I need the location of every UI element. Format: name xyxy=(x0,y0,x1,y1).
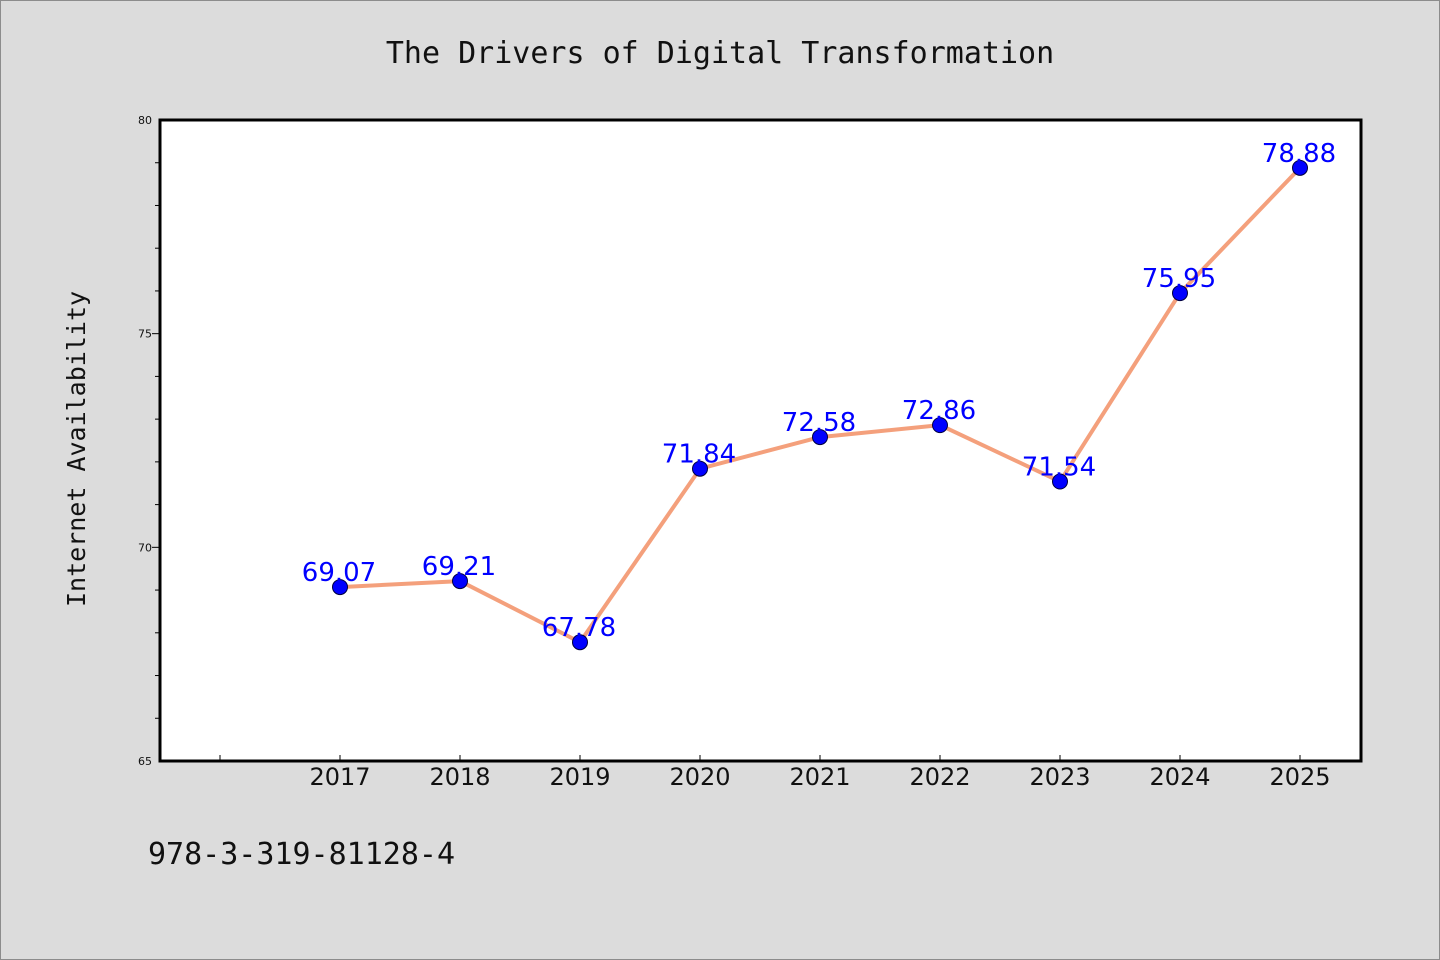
plot-border xyxy=(158,118,1363,763)
data-label: 71.54 xyxy=(1022,453,1096,483)
data-point xyxy=(452,573,468,590)
data-point xyxy=(1172,285,1188,302)
x-tick-label: 2020 xyxy=(669,763,730,791)
x-tick-label: 2017 xyxy=(309,763,370,791)
data-point xyxy=(692,460,708,477)
data-label: 69.21 xyxy=(422,552,496,582)
chart-title: The Drivers of Digital Transformation xyxy=(386,36,1054,71)
x-tick-label: 2022 xyxy=(909,763,970,791)
data-labels: 69.07 69.21 67.78 71.84 72.58 72.86 71.54 75.95… xyxy=(302,139,1336,643)
y-tick-label: 75 xyxy=(138,328,152,341)
x-tick-label: 2023 xyxy=(1029,763,1090,791)
plot-area xyxy=(160,120,1361,761)
data-point xyxy=(1292,159,1308,176)
data-label: 78.88 xyxy=(1262,139,1336,169)
data-label: 67.78 xyxy=(542,613,616,643)
y-axis-label: Internet Availability xyxy=(62,291,91,607)
data-point xyxy=(572,634,588,651)
x-tick-label: 2021 xyxy=(789,763,850,791)
y-tick-label: 65 xyxy=(138,755,152,768)
data-point xyxy=(812,429,828,446)
data-label: 69.07 xyxy=(302,558,376,588)
data-label: 71.84 xyxy=(662,440,736,470)
x-tick-label: 2018 xyxy=(429,763,490,791)
isbn-footer: 978-3-319-81128-4 xyxy=(148,837,455,872)
x-tick-label: 2024 xyxy=(1149,763,1210,791)
axes: 65 70 75 80 2017 2018 2019 2020 2021 2022 2023 2024… xyxy=(138,114,1331,791)
x-tick-label: 2025 xyxy=(1269,763,1330,791)
y-tick-label: 80 xyxy=(138,114,152,127)
y-tick-label: 70 xyxy=(138,541,152,554)
data-markers xyxy=(332,159,1308,651)
data-label: 75.95 xyxy=(1142,264,1216,294)
data-label: 72.86 xyxy=(902,396,976,426)
data-point xyxy=(332,579,348,596)
data-point xyxy=(1052,473,1068,490)
x-tick-label: 2019 xyxy=(549,763,610,791)
data-point xyxy=(932,417,948,434)
data-label: 72.58 xyxy=(782,408,856,438)
